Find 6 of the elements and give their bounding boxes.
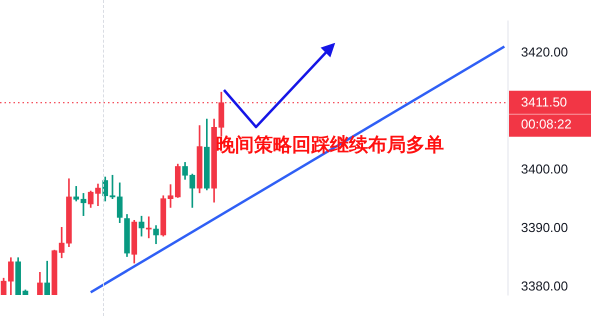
- y-tick-label: 3380.00: [521, 278, 568, 294]
- ref-line-label: 3411.50: [521, 94, 568, 110]
- text: 00:08:22: [521, 116, 572, 132]
- y-tick-label: 3420.00: [521, 44, 568, 60]
- y-tick-label: 3400.00: [521, 162, 568, 177]
- y-tick-label: 3390.00: [521, 220, 568, 236]
